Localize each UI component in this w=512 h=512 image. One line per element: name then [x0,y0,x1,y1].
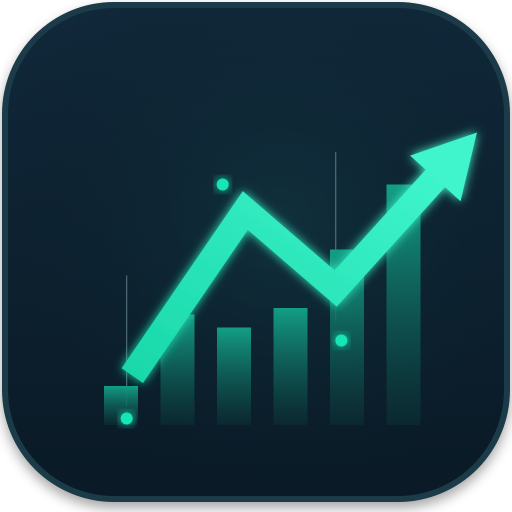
chart-bar [217,328,251,426]
data-marker [121,413,133,425]
icon-tile-glow [8,8,504,496]
data-marker [335,335,347,347]
data-marker [217,179,229,191]
chart-bar [274,308,308,425]
